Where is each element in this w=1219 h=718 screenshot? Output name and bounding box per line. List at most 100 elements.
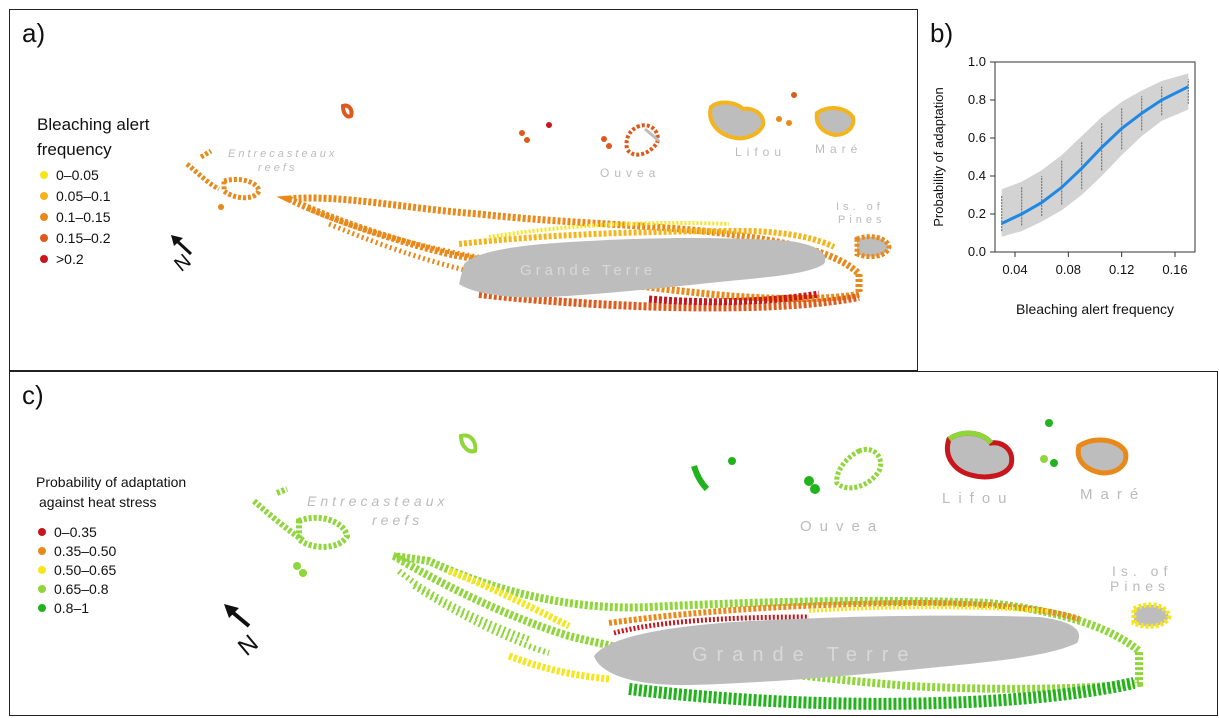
- north-arrow-c: [224, 604, 251, 628]
- a-legend-label: 0.05–0.1: [56, 188, 111, 204]
- x-axis-label: Bleaching alert frequency: [1016, 301, 1174, 317]
- y-tick-label: 0.0: [968, 244, 986, 259]
- y-tick-label: 0.8: [968, 92, 986, 107]
- grande-terre-inner-reef: [307, 206, 490, 274]
- grande-terre-outer-reef: [276, 194, 863, 303]
- lifou-island: [708, 100, 766, 141]
- label-grande-terre-c: Grande Terre: [692, 644, 918, 666]
- a-legend-swatch: [40, 192, 48, 200]
- a-legend-item: 0.1–0.15: [40, 209, 111, 225]
- grande-terre-south-green-c: [628, 677, 1136, 710]
- label-pines-a2: Pines: [838, 214, 886, 226]
- a-legend-item: >0.2: [40, 251, 84, 267]
- a-legend-label: >0.2: [56, 251, 84, 267]
- label-pines-c2: Pines: [1110, 578, 1171, 594]
- fitted-curve: [1001, 85, 1190, 225]
- a-legend-swatch: [40, 171, 48, 179]
- a-legend-label: 0.1–0.15: [56, 209, 111, 225]
- panel-b-chart: 0.0 0.2 0.4 0.6 0.8 1.0 0.04 0.08 0.12 0.16 Bleach…: [931, 54, 1196, 317]
- a-legend-label: 0.15–0.2: [56, 230, 111, 246]
- grande-terre-north-top: [488, 220, 730, 239]
- label-entrecasteaux-c2: reefs: [372, 512, 424, 528]
- panel-c-map-canvas: [224, 419, 1172, 710]
- label-lifou-c: Lifou: [942, 490, 1015, 507]
- c-legend-item: 0.35–0.50: [38, 543, 116, 559]
- panel-b-label: b): [930, 18, 954, 48]
- grande-terre-land: [459, 238, 826, 298]
- label-ouvea-c: Ouvea: [800, 518, 885, 535]
- grande-terre-north-yellow-c: [808, 605, 1050, 613]
- x-tick-label: 0.16: [1162, 262, 1187, 277]
- isle-of-pines-reef: [854, 234, 892, 260]
- legend-title-c: Probability of adaptation against heat s…: [36, 472, 186, 512]
- grande-terre-inner-reef-c: [397, 568, 550, 656]
- label-mare-a: Maré: [815, 142, 863, 156]
- ouvea-reef: [624, 123, 660, 157]
- c-legend-item: 0–0.35: [38, 524, 97, 540]
- legend-title-a-line1: Bleaching alert: [37, 115, 150, 134]
- northern-islet-c2: [691, 465, 710, 492]
- c-legend-label: 0.65–0.8: [54, 581, 109, 597]
- plot-frame: [994, 61, 1196, 253]
- c-legend-swatch: [38, 585, 46, 593]
- label-mare-c: Maré: [1080, 486, 1147, 503]
- a-legend-label: 0–0.05: [56, 167, 99, 183]
- c-legend-swatch: [38, 547, 46, 555]
- c-legend-item: 0.65–0.8: [38, 581, 109, 597]
- c-legend-item: 0.50–0.65: [38, 562, 116, 578]
- grande-terre-north-orange-c: [608, 599, 1080, 626]
- grande-terre-south-red: [648, 290, 820, 306]
- a-legend-item: 0–0.05: [40, 167, 99, 183]
- label-grande-terre-a: Grande Terre: [520, 262, 657, 279]
- y-tick-label: 0.4: [968, 168, 986, 183]
- x-tick-label: 0.12: [1109, 262, 1134, 277]
- a-legend-item: 0.05–0.1: [40, 188, 111, 204]
- c-legend-label: 0–0.35: [54, 524, 97, 540]
- panel-a-map: [9, 9, 918, 371]
- a-legend-swatch: [40, 234, 48, 242]
- c-legend-swatch: [38, 528, 46, 536]
- mare-c: [1075, 437, 1129, 476]
- grande-terre-yellow-c: [447, 567, 610, 683]
- c-legend-label: 0.8–1: [54, 600, 90, 616]
- label-entrecasteaux-c1: Entrecasteaux: [307, 493, 449, 509]
- northern-islet-1: [340, 103, 354, 119]
- c-legend-item: 0.8–1: [38, 600, 89, 616]
- mare-island: [814, 106, 856, 138]
- entrecasteaux-reef: [185, 148, 262, 201]
- y-axis-label: Probability of adaptation: [931, 87, 946, 226]
- ocean-reef-dots-c: [252, 419, 1172, 710]
- y-tick-label: 0.6: [968, 130, 986, 145]
- label-entrecasteaux-a2: reefs: [258, 162, 298, 174]
- a-legend-swatch: [40, 255, 48, 263]
- label-entrecasteaux-a1: Entrecasteaux: [228, 148, 338, 160]
- panel-a-label: a): [22, 18, 46, 48]
- lifou-c: [945, 430, 1015, 480]
- northern-islet-c1: [458, 433, 478, 454]
- legend-title-a: Bleaching alert frequency: [37, 112, 149, 162]
- c-legend-swatch: [38, 604, 46, 612]
- label-ouvea-a: Ouvea: [600, 166, 661, 180]
- panel-a-map-canvas: [171, 92, 892, 312]
- x-tick-label: 0.04: [1002, 262, 1027, 277]
- c-legend-label: 0.35–0.50: [54, 543, 117, 559]
- grande-terre-north-yellow: [458, 227, 836, 250]
- a-legend-item: 0.15–0.2: [40, 230, 111, 246]
- entrecasteaux-c: [252, 486, 351, 550]
- panel-c-label: c): [22, 380, 44, 410]
- ouvea-c: [834, 447, 883, 491]
- legend-title-c-line2: against heat stress: [39, 494, 157, 510]
- grande-terre-land-c: [594, 615, 1080, 686]
- grande-terre-outer-reef-c: [391, 552, 1143, 693]
- legend-title-a-line2: frequency: [37, 140, 112, 159]
- legend-title-c-line1: Probability of adaptation: [36, 474, 187, 490]
- y-tick-label: 1.0: [968, 54, 986, 69]
- label-pines-a1: Is. of: [836, 201, 884, 213]
- x-tick-label: 0.08: [1056, 262, 1081, 277]
- c-legend-label: 0.50–0.65: [54, 562, 117, 578]
- grande-terre-north-red-c: [613, 614, 810, 636]
- y-tick-label: 0.2: [968, 206, 986, 221]
- c-legend-swatch: [38, 566, 46, 574]
- ocean-reef-dots-a: [185, 92, 892, 312]
- north-arrow-a: [171, 235, 193, 256]
